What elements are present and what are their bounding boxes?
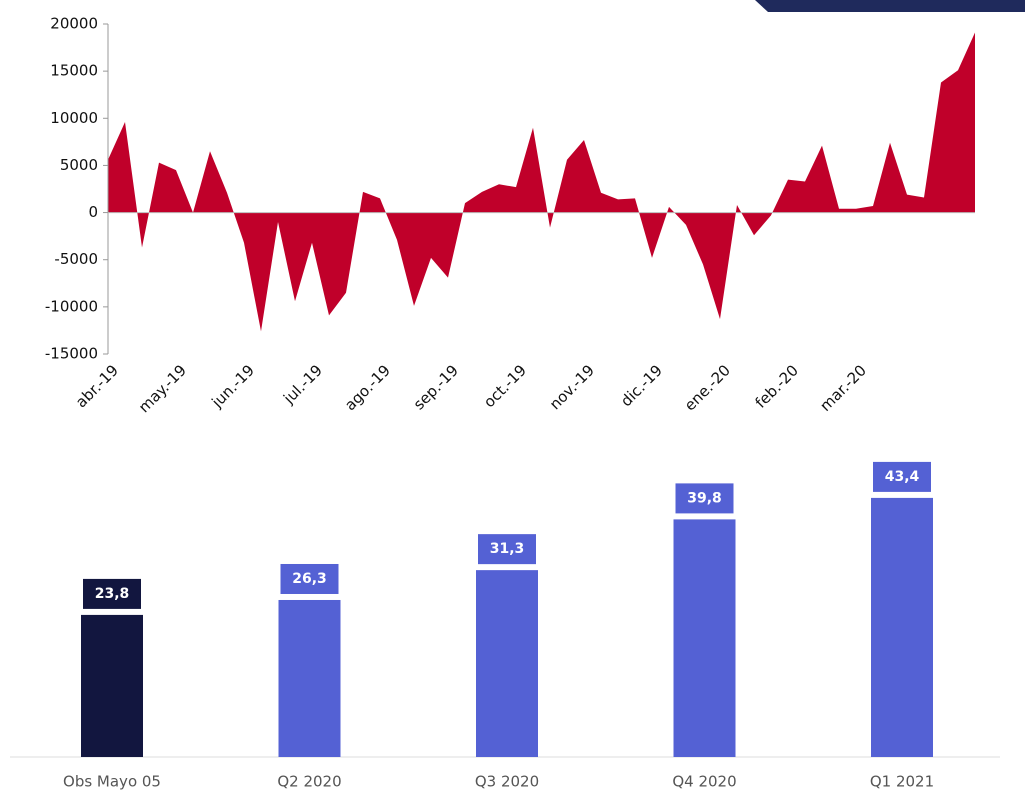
corner-decoration: [755, 0, 1025, 12]
y-tick-label: -15000: [45, 345, 98, 363]
bar: [871, 497, 933, 757]
x-tick-label: dic.-19: [617, 361, 666, 410]
x-tick-label: ene.-20: [681, 361, 734, 414]
x-tick-label: jul.-19: [279, 361, 326, 408]
value-label: 31,3: [490, 541, 525, 557]
x-tick-label: sep.-19: [410, 361, 462, 413]
x-tick-label: abr.-19: [72, 361, 122, 411]
value-label: 39,8: [687, 490, 722, 506]
area: [108, 32, 975, 332]
value-label-box: [280, 563, 339, 594]
y-tick-label: -10000: [45, 297, 98, 315]
x-tick-label: feb.-20: [752, 361, 802, 411]
value-label-box: [873, 461, 931, 492]
y-tick-label: 0: [88, 203, 98, 221]
y-tick-label: 15000: [50, 62, 98, 80]
bar: [278, 599, 341, 757]
x-tick-label: ago.-19: [341, 361, 394, 414]
x-tick-label: Q3 2020: [475, 773, 539, 791]
bar: [476, 570, 538, 757]
x-tick-label: nov.-19: [546, 361, 598, 413]
y-tick-label: 5000: [60, 156, 98, 174]
bar: [673, 519, 736, 757]
value-label: 23,8: [95, 586, 130, 602]
y-tick-label: 20000: [50, 15, 98, 33]
value-label: 43,4: [885, 469, 920, 485]
value-label: 26,3: [292, 571, 327, 587]
value-label-box: [83, 578, 141, 609]
y-tick-label: -5000: [54, 250, 98, 268]
y-tick-label: 10000: [50, 109, 98, 127]
x-tick-label: oct.-19: [480, 361, 530, 411]
x-tick-label: Q1 2021: [870, 773, 934, 791]
value-label-box: [478, 534, 536, 565]
x-tick-label: Q4 2020: [672, 773, 736, 791]
x-tick-label: Q2 2020: [277, 773, 341, 791]
x-tick-label: Obs Mayo 05: [63, 773, 161, 791]
x-tick-label: may.-19: [135, 361, 190, 416]
value-label-box: [675, 483, 734, 514]
x-tick-label: jun.-19: [207, 361, 258, 412]
x-tick-label: mar.-20: [816, 361, 870, 415]
bar: [81, 614, 143, 757]
